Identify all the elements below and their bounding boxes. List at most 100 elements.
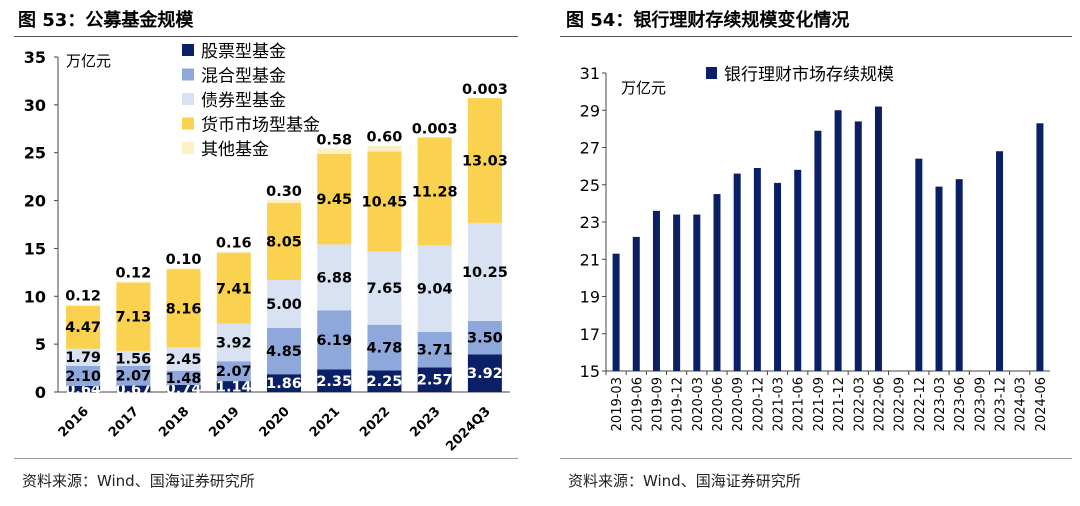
data-label: 0.30 (266, 184, 302, 200)
bar-segment-2 (166, 347, 201, 371)
bar-segment-1 (317, 310, 352, 370)
bar-segment-3 (166, 269, 201, 348)
bar (753, 167, 761, 371)
data-label: 10.45 (362, 194, 408, 210)
bar-segment-2 (267, 279, 301, 328)
bar-segment-3 (66, 305, 101, 349)
y-tick-label: 15 (24, 239, 46, 258)
data-label: 0.003 (462, 82, 508, 98)
bar (996, 151, 1004, 371)
data-label: 5.00 (266, 297, 302, 313)
y-tick-label: 29 (580, 101, 600, 120)
x-tick-label: 2023-03 (933, 377, 948, 431)
data-label: 13.03 (462, 154, 508, 170)
right-source-note: 资料来源：Wind、国海证券研究所 (568, 472, 801, 490)
x-tick-label: 2023-06 (953, 377, 968, 431)
data-label: 0.60 (367, 130, 403, 146)
y-tick-label: 21 (580, 250, 600, 269)
legend-swatch-0 (182, 44, 194, 56)
bar-segment-0 (417, 367, 452, 392)
bar-segment-3 (116, 282, 151, 351)
bar (794, 169, 802, 371)
bar-segment-1 (367, 324, 402, 371)
data-label: 1.86 (266, 376, 302, 392)
bar-segment-0 (317, 369, 352, 392)
y-tick-label: 23 (580, 213, 600, 232)
bar (1036, 123, 1044, 371)
bar-segment-4 (367, 145, 402, 152)
bar (733, 173, 741, 371)
bar (874, 106, 882, 372)
bar (673, 214, 681, 371)
data-label: 1.14 (216, 380, 252, 396)
x-tick-label: 2023-12 (994, 377, 1009, 431)
data-label: 10.25 (462, 265, 508, 281)
data-label: 6.88 (316, 270, 352, 286)
right-title-rule (560, 36, 1072, 37)
legend-swatch-2 (182, 93, 194, 105)
right-source-rule (560, 458, 1072, 459)
bar-segment-3 (216, 252, 251, 324)
data-label: 0.67 (115, 382, 151, 398)
data-label: 9.04 (417, 282, 453, 298)
x-tick-label: 2019-06 (630, 377, 645, 431)
x-tick-label: 2024-06 (1034, 377, 1049, 431)
wealth-management-bar-chart: 15 17 19 21 23 25 27 29 31 万亿元 2019-03 2019-06 2019-… (580, 64, 1050, 431)
bar-segment-0 (116, 385, 151, 392)
bar (713, 194, 721, 371)
data-label: 0.58 (316, 132, 352, 148)
bar (693, 214, 701, 371)
data-label: 2.10 (65, 369, 101, 385)
data-label: 0.003 (412, 121, 458, 137)
data-label: 0.16 (216, 235, 252, 251)
x-tick-label: 2021-06 (792, 377, 807, 431)
x-tick-label: 2024-03 (1014, 377, 1029, 431)
bar (935, 186, 943, 371)
bar-segment-2 (417, 245, 452, 332)
data-label: 6.19 (316, 333, 352, 349)
data-label: 1.79 (65, 350, 101, 366)
bar (774, 182, 782, 371)
data-label: 0.74 (166, 381, 202, 397)
bar-segment-0 (267, 374, 301, 392)
y-tick-label: 27 (580, 139, 600, 158)
x-tick-label: 2020-03 (691, 377, 706, 431)
y-tick-label: 15 (580, 362, 600, 381)
y-axis-unit: 万亿元 (66, 52, 111, 70)
legend-label: 股票型基金 (201, 42, 286, 62)
data-label: 2.07 (115, 369, 151, 385)
bar-segment-4 (317, 148, 352, 154)
left-figure-title: 图 53：公募基金规模 (18, 10, 194, 31)
bar (834, 110, 842, 371)
bar-segment-1 (216, 361, 251, 382)
x-tick-label: 2021-09 (812, 377, 827, 431)
data-label: 8.16 (166, 301, 202, 317)
bar-segment-3 (417, 137, 452, 246)
y-tick-label: 20 (24, 192, 46, 211)
y-tick-label: 25 (24, 144, 46, 163)
x-tick-label: 2021-03 (772, 377, 787, 431)
data-label: 2.35 (316, 374, 352, 390)
data-label: 0.12 (65, 289, 101, 305)
data-label: 3.92 (216, 336, 252, 352)
bar (955, 179, 963, 371)
bar-segment-0 (216, 381, 251, 392)
bar-segment-0 (66, 385, 101, 392)
bar-segment-0 (166, 384, 201, 392)
legend-swatch-1 (182, 68, 194, 81)
y-tick-label: 25 (580, 176, 600, 195)
data-label: 1.56 (115, 351, 151, 367)
bar-segment-3 (267, 202, 301, 280)
legend-swatch (706, 67, 717, 79)
data-label: 2.57 (417, 373, 453, 389)
legend-label: 银行理财市场存续规模 (724, 65, 894, 85)
data-label: 3.50 (467, 331, 503, 347)
data-label: 2.45 (166, 352, 202, 368)
data-label: 4.85 (266, 344, 302, 360)
bar (652, 210, 660, 371)
bar-segment-2 (317, 244, 352, 311)
data-label: 9.45 (316, 192, 352, 208)
legend-swatch-4 (182, 142, 194, 154)
data-label: 11.28 (412, 184, 458, 200)
x-tick-label: 2020-09 (731, 377, 746, 431)
